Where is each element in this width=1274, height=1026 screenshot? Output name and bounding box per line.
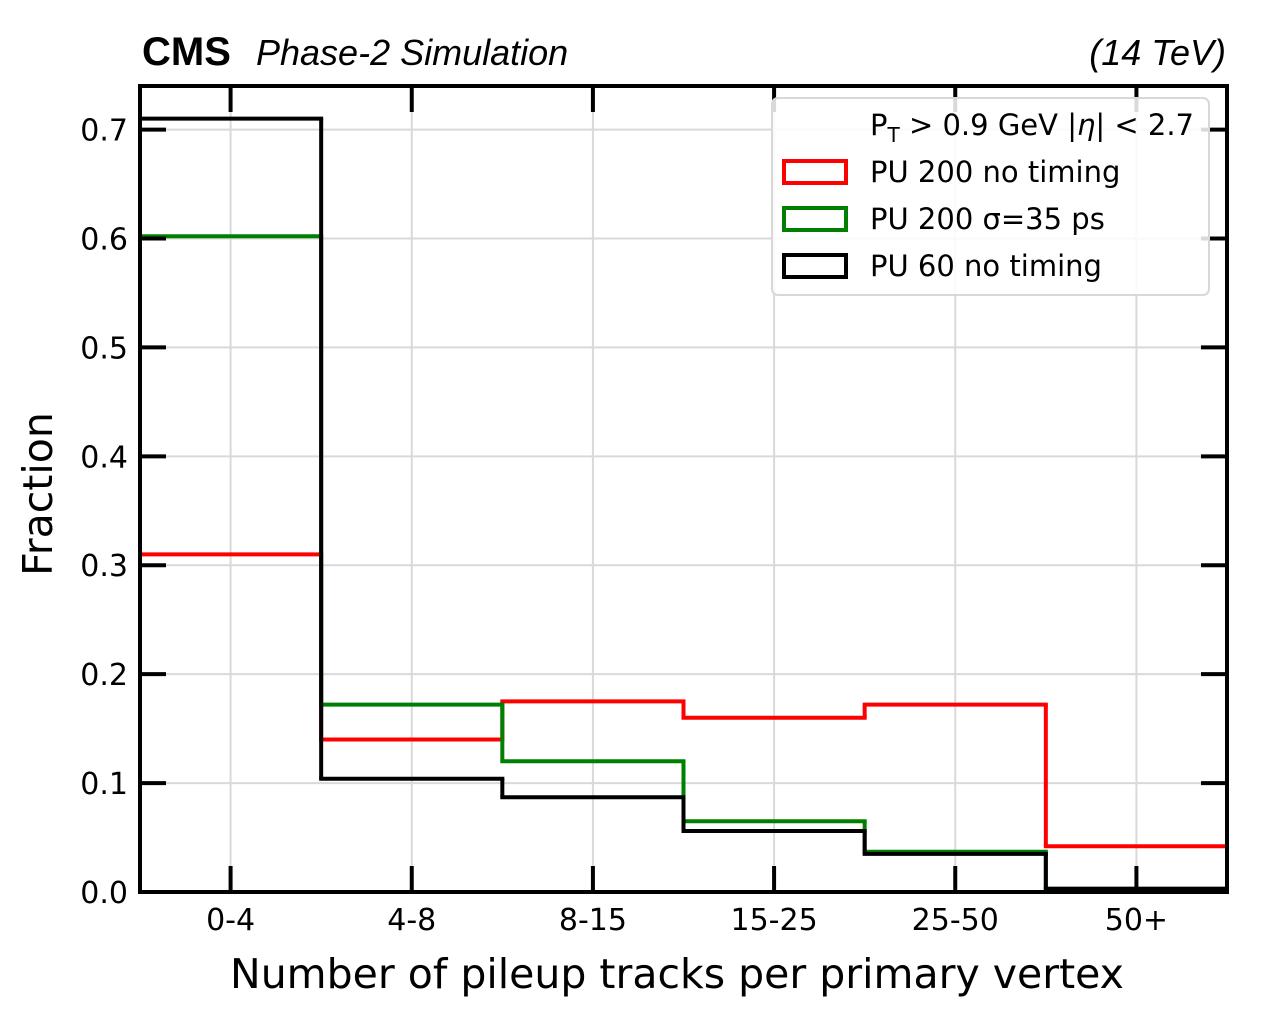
legend-label: PU 200 no timing <box>870 155 1120 189</box>
legend-swatch <box>782 159 848 185</box>
x-tick-label: 0-4 <box>206 903 255 938</box>
x-tick-label: 25-50 <box>912 903 999 938</box>
experiment-label: CMS <box>142 30 231 74</box>
plot-frame <box>138 84 1229 894</box>
y-tick-label: 0.5 <box>80 331 128 366</box>
y-axis-label: Fraction <box>14 412 62 576</box>
legend-swatch <box>782 253 848 279</box>
x-axis-label: Number of pileup tracks per primary vert… <box>230 950 1124 998</box>
energy-label: (14 TeV) <box>1089 32 1226 73</box>
legend: PT > 0.9 GeV |η| < 2.7 PU 200 no timing P… <box>771 97 1210 296</box>
y-tick-label: 0.7 <box>80 114 128 149</box>
legend-title: PT > 0.9 GeV |η| < 2.7 <box>870 108 1194 147</box>
legend-label: PU 60 no timing <box>870 249 1102 283</box>
x-tick-label: 50+ <box>1105 903 1168 938</box>
y-tick-label: 0.2 <box>80 658 128 693</box>
legend-label: PU 200 σ=35 ps <box>870 202 1105 236</box>
y-tick-label: 0.3 <box>80 549 128 584</box>
y-tick-label: 0.1 <box>80 767 128 802</box>
series-0 <box>138 552 1229 892</box>
y-tick-label: 0.4 <box>80 440 128 475</box>
y-tick-label: 0.6 <box>80 222 128 257</box>
series-1 <box>138 234 1229 892</box>
legend-box <box>771 97 1210 296</box>
status-label: Phase-2 Simulation <box>256 32 568 73</box>
legend-swatch <box>782 206 848 232</box>
x-tick-label: 15-25 <box>730 903 817 938</box>
y-tick-label: 0.0 <box>80 876 128 911</box>
x-tick-label: 8-15 <box>559 903 627 938</box>
tick-labels: 0.0 0.1 0.2 0.3 0.4 0.5 0.6 0.7 0-4 4-8 8-15 15-25 2… <box>80 114 1168 938</box>
x-tick-label: 4-8 <box>387 903 436 938</box>
